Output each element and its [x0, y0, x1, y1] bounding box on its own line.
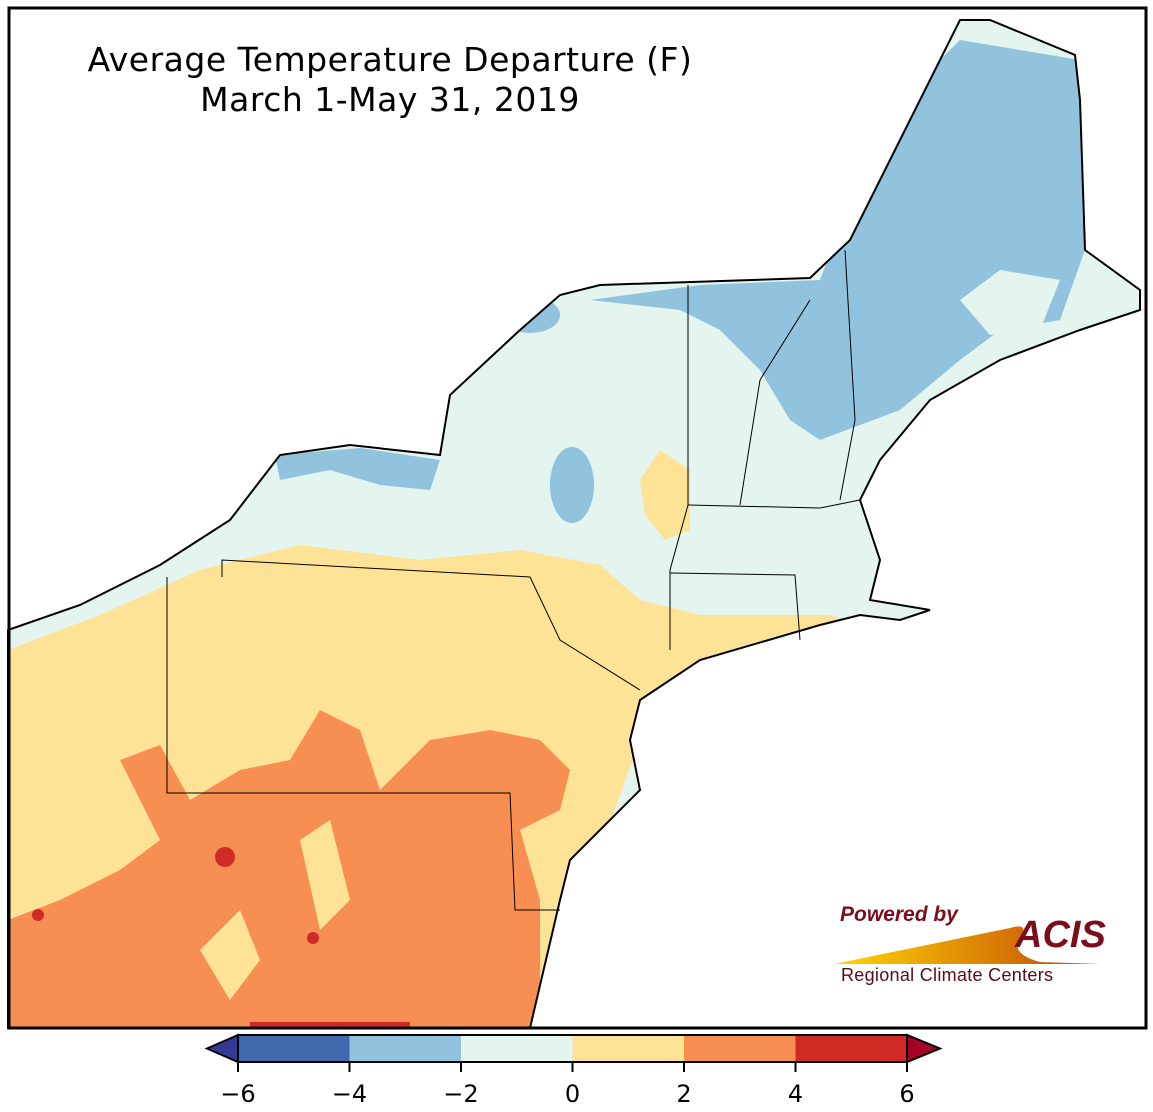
colorbar-tick-label: −2: [443, 1080, 479, 1108]
map-frame: [7, 6, 1148, 1030]
colorbar-bin: [684, 1035, 796, 1062]
region-hottest-spot: [215, 847, 235, 867]
logo-swoosh-icon: [834, 926, 1100, 964]
colorbar: [204, 1033, 943, 1072]
region-moderate-pocket: [200, 910, 260, 1000]
colorbar-bin: [238, 1035, 350, 1062]
colorbar-under-arrow: [204, 1033, 239, 1064]
region-hottest-spot: [32, 909, 44, 921]
colorbar-tick-label: 0: [564, 1080, 581, 1108]
region-cool-central-ny: [550, 447, 594, 523]
logo-powered-by: Powered by: [840, 903, 958, 926]
colorbar-bin: [795, 1035, 907, 1062]
map-title: Average Temperature Departure (F): [87, 40, 693, 79]
coastline: [7, 19, 1141, 1029]
colorbar-tick-label: 6: [899, 1080, 915, 1108]
region-hot-south: [8, 710, 570, 1028]
colorbar-bin: [461, 1035, 573, 1062]
colorbar-over-arrow: [906, 1033, 943, 1064]
region-moderate-pocket-2: [300, 820, 350, 930]
logo-acis: ACIS: [1015, 914, 1106, 956]
region-hottest-spot: [307, 932, 319, 944]
region-cool-lake-ontario: [275, 448, 440, 490]
colorbar-bin: [349, 1035, 461, 1062]
region-warm-ne-patch: [640, 450, 690, 540]
map-subtitle: March 1-May 31, 2019: [200, 80, 580, 119]
colorbar-bin: [572, 1035, 684, 1062]
colorbar-tick-label: −4: [331, 1080, 368, 1108]
colorbar-tick-label: 4: [787, 1080, 804, 1108]
colorbar-tick-label: 2: [676, 1080, 692, 1108]
acis-logo: Powered by ACIS Regional Climate Centers: [830, 898, 1120, 993]
logo-organization: Regional Climate Centers: [841, 965, 1054, 985]
colorbar-tick-label: −6: [220, 1080, 256, 1108]
region-hottest-strip: [250, 1022, 410, 1028]
state-borders: [166, 249, 861, 911]
region-cool-north-ny: [960, 270, 1060, 335]
